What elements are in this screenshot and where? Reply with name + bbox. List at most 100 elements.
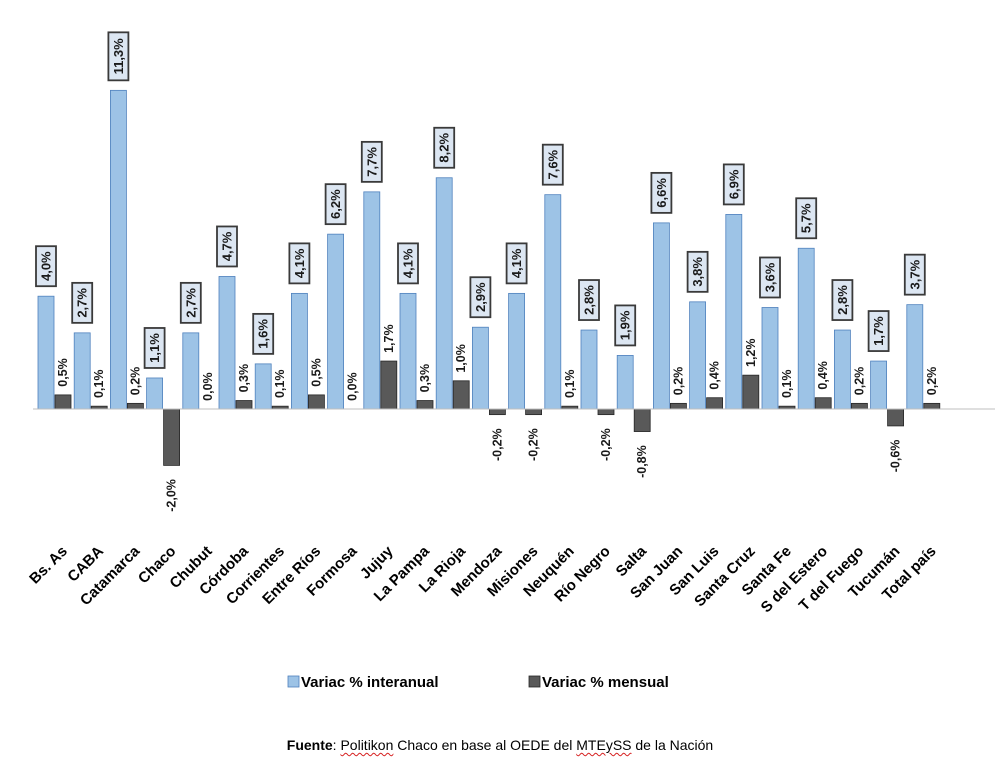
data-label-interanual-la-pampa: 4,1%	[401, 248, 416, 278]
data-label-box-interanual-salta	[614, 304, 637, 347]
data-label-mensual-rio-negro: -0,2%	[599, 428, 613, 461]
source-separator: :	[332, 737, 341, 753]
bar-mensual-total-pais	[923, 402, 941, 410]
data-label-box-interanual-total-pais	[903, 253, 926, 296]
data-label-mensual-san-juan: 0,2%	[671, 367, 685, 396]
data-label-box-interanual-chubut	[179, 281, 202, 324]
bar-mensual-bs-as	[54, 394, 72, 410]
bar-interanual-s-del-estero	[797, 247, 815, 410]
data-label-mensual-la-pampa: 0,3%	[418, 364, 432, 393]
data-label-box-interanual-s-del-estero	[795, 197, 818, 240]
bar-interanual-chaco	[146, 377, 164, 410]
data-label-mensual-san-luis: 0,4%	[708, 361, 722, 390]
bar-interanual-entre-rios	[290, 292, 308, 410]
bar-mensual-san-juan	[670, 402, 687, 410]
bar-mensual-mendoza	[488, 408, 506, 416]
bar-interanual-la-pampa	[399, 292, 417, 410]
data-label-mensual-cordoba: 0,3%	[237, 364, 251, 393]
bar-chart: 4,0%0,5%Bs. As2,7%0,1%CABA11,3%0,2%Catam…	[26, 31, 995, 691]
data-label-mensual-santa-cruz: 1,2%	[744, 339, 758, 368]
bar-mensual-rio-negro	[597, 408, 615, 416]
bar-interanual-chubut	[182, 332, 200, 410]
data-label-box-interanual-cordoba	[216, 225, 238, 268]
source-text-1: Chaco en base al OEDE del	[393, 737, 577, 753]
data-label-interanual-corrientes: 1,6%	[256, 319, 271, 349]
bar-interanual-tucuman	[870, 360, 887, 410]
data-label-interanual-san-luis: 3,8%	[690, 257, 705, 287]
data-label-mensual-salta: -0,8%	[635, 445, 649, 478]
data-label-mensual-s-del-estero: 0,4%	[816, 361, 830, 390]
data-label-mensual-catamarca: 0,2%	[128, 367, 142, 396]
data-label-box-interanual-la-pampa	[397, 242, 419, 285]
data-label-mensual-corrientes: 0,1%	[273, 370, 287, 399]
data-label-mensual-mendoza: -0,2%	[490, 428, 504, 461]
data-label-mensual-total-pais: 0,2%	[925, 367, 939, 396]
bar-mensual-tucuman	[887, 408, 904, 427]
bar-mensual-la-pampa	[416, 400, 434, 410]
data-label-mensual-caba: 0,1%	[92, 370, 106, 399]
bar-interanual-san-juan	[653, 222, 670, 410]
data-label-interanual-san-juan: 6,6%	[654, 178, 669, 208]
bar-interanual-bs-as	[37, 295, 55, 410]
data-label-interanual-catamarca: 11,3%	[111, 38, 126, 75]
source-note: Fuente: Politikon Chaco en base al OEDE …	[0, 737, 1000, 753]
data-label-box-interanual-mendoza	[469, 276, 492, 319]
bar-interanual-santa-fe	[761, 307, 779, 410]
bar-mensual-jujuy	[380, 360, 398, 410]
bar-interanual-caba	[73, 332, 91, 410]
data-label-interanual-misiones: 4,1%	[509, 248, 524, 278]
bar-interanual-catamarca	[110, 89, 127, 410]
bar-mensual-entre-rios	[307, 394, 325, 410]
data-label-mensual-tucuman: -0,6%	[889, 440, 903, 473]
bar-interanual-salta	[616, 355, 634, 410]
bar-mensual-la-rioja	[452, 380, 470, 410]
data-label-box-interanual-rio-negro	[578, 279, 600, 321]
source-word-mteyss: MTEySS	[576, 737, 632, 753]
bar-interanual-mendoza	[471, 326, 489, 410]
data-label-box-interanual-jujuy	[360, 140, 383, 183]
bar-mensual-misiones	[525, 408, 542, 416]
source-label: Fuente	[286, 737, 333, 753]
data-label-mensual-chaco: -2,0%	[165, 479, 179, 512]
data-label-box-interanual-san-juan	[650, 171, 673, 214]
data-label-mensual-jujuy: 1,7%	[382, 324, 396, 353]
category-label-bs-as: Bs. As	[26, 543, 71, 588]
data-label-box-interanual-san-luis	[686, 250, 709, 293]
data-label-interanual-chaco: 1,1%	[147, 333, 162, 363]
data-label-box-interanual-t-del-fuego	[831, 279, 854, 321]
bar-mensual-s-del-estero	[814, 397, 832, 410]
legend-swatch-variac-mensual	[528, 675, 541, 688]
data-label-mensual-formosa: 0,0%	[346, 372, 360, 401]
data-label-interanual-chubut: 2,7%	[183, 288, 198, 318]
data-label-box-interanual-formosa	[324, 183, 347, 226]
legend-label-variac-mensual: Variac % mensual	[542, 674, 669, 691]
data-label-box-interanual-tucuman	[867, 310, 890, 352]
bar-interanual-santa-cruz	[725, 214, 743, 410]
bar-interanual-misiones	[508, 292, 526, 410]
data-label-interanual-cordoba: 4,7%	[220, 231, 235, 261]
data-label-interanual-neuquen: 7,6%	[545, 149, 560, 179]
bar-mensual-salta	[633, 408, 651, 432]
source-word-politikon: Politikon	[340, 737, 394, 753]
source-text-2: de la Nación	[631, 737, 714, 753]
bar-mensual-chaco	[163, 408, 181, 466]
data-label-box-interanual-chaco	[143, 327, 166, 369]
data-label-interanual-total-pais: 3,7%	[907, 259, 922, 289]
bar-interanual-total-pais	[906, 304, 924, 410]
data-label-mensual-t-del-fuego: 0,2%	[852, 367, 866, 396]
data-label-interanual-rio-negro: 2,8%	[582, 285, 597, 315]
bar-interanual-la-rioja	[435, 177, 453, 410]
data-label-interanual-santa-fe: 3,6%	[763, 262, 778, 292]
data-label-interanual-salta: 1,9%	[618, 310, 633, 340]
bar-mensual-san-luis	[706, 397, 723, 410]
data-label-interanual-la-rioja: 8,2%	[437, 133, 452, 163]
bar-interanual-t-del-fuego	[834, 329, 851, 410]
bar-mensual-t-del-fuego	[851, 402, 868, 410]
data-label-mensual-santa-fe: 0,1%	[780, 370, 794, 399]
data-label-mensual-neuquen: 0,1%	[563, 370, 577, 399]
bar-interanual-jujuy	[363, 191, 381, 410]
data-label-interanual-formosa: 6,2%	[328, 189, 343, 219]
legend-label-variac-interanual: Variac % interanual	[301, 674, 439, 691]
data-label-interanual-tucuman: 1,7%	[871, 316, 886, 346]
data-label-box-interanual-corrientes	[252, 312, 275, 355]
